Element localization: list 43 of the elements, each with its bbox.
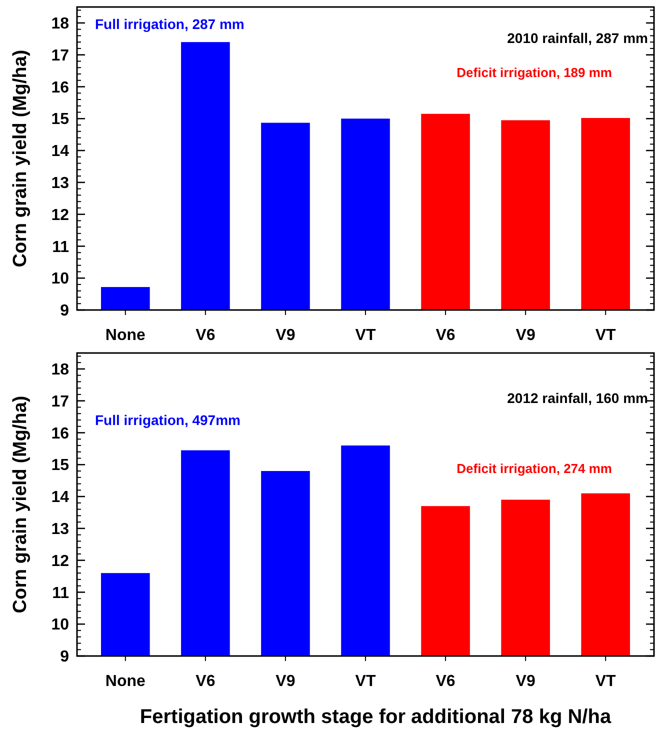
annotation: Full irrigation, 287 mm [95,16,244,32]
x-tick-label: V9 [516,673,536,690]
y-tick-label: 11 [52,584,70,602]
y-tick-label: 14 [51,143,70,160]
annotation: 2012 rainfall, 160 mm [507,390,648,406]
x-tick-label: V9 [276,673,296,690]
y-tick-label: 13 [51,521,70,538]
x-tick-label: None [105,327,146,344]
y-tick-label: 10 [51,270,70,288]
y-tick-label: 16 [51,79,70,96]
y-tick-label: 18 [51,362,70,379]
x-tick-label: VT [355,673,376,690]
y-axis-title: Corn grain yield (Mg/ha) [10,50,31,268]
x-tick-label: VT [355,327,376,344]
annotation: Deficit irrigation, 189 mm [456,65,612,80]
y-tick-label: 15 [51,457,70,474]
x-tick-label: V6 [436,327,456,344]
y-tick-label: 10 [51,616,70,634]
x-tick-label: V9 [276,327,296,344]
y-tick-label: 14 [51,489,70,506]
y-tick-label: 9 [60,648,70,666]
y-tick-label: 17 [51,47,70,64]
y-tick-label: 12 [51,206,70,224]
y-tick-label: 15 [51,111,70,128]
x-tick-label: V6 [436,673,456,690]
y-tick-label: 9 [60,302,70,320]
annotation: Deficit irrigation, 274 mm [456,461,612,476]
x-tick-label: None [105,673,146,690]
y-tick-label: 12 [51,552,70,570]
x-tick-label: V6 [196,327,216,344]
y-tick-label: 16 [51,425,70,442]
y-tick-label: 17 [51,393,70,410]
x-tick-label: VT [595,673,616,690]
x-tick-label: VT [595,327,616,344]
annotation: Full irrigation, 497mm [95,412,240,428]
x-tick-label: V9 [516,327,536,344]
y-axis-title: Corn grain yield (Mg/ha) [10,396,31,614]
annotation: 2010 rainfall, 287 mm [507,30,648,46]
x-tick-label: V6 [196,673,216,690]
y-tick-label: 13 [51,175,70,192]
x-axis-title: Fertigation growth stage for additional 78 kg N/ha [140,706,612,728]
y-tick-label: 18 [51,16,70,33]
y-tick-label: 11 [52,238,70,256]
